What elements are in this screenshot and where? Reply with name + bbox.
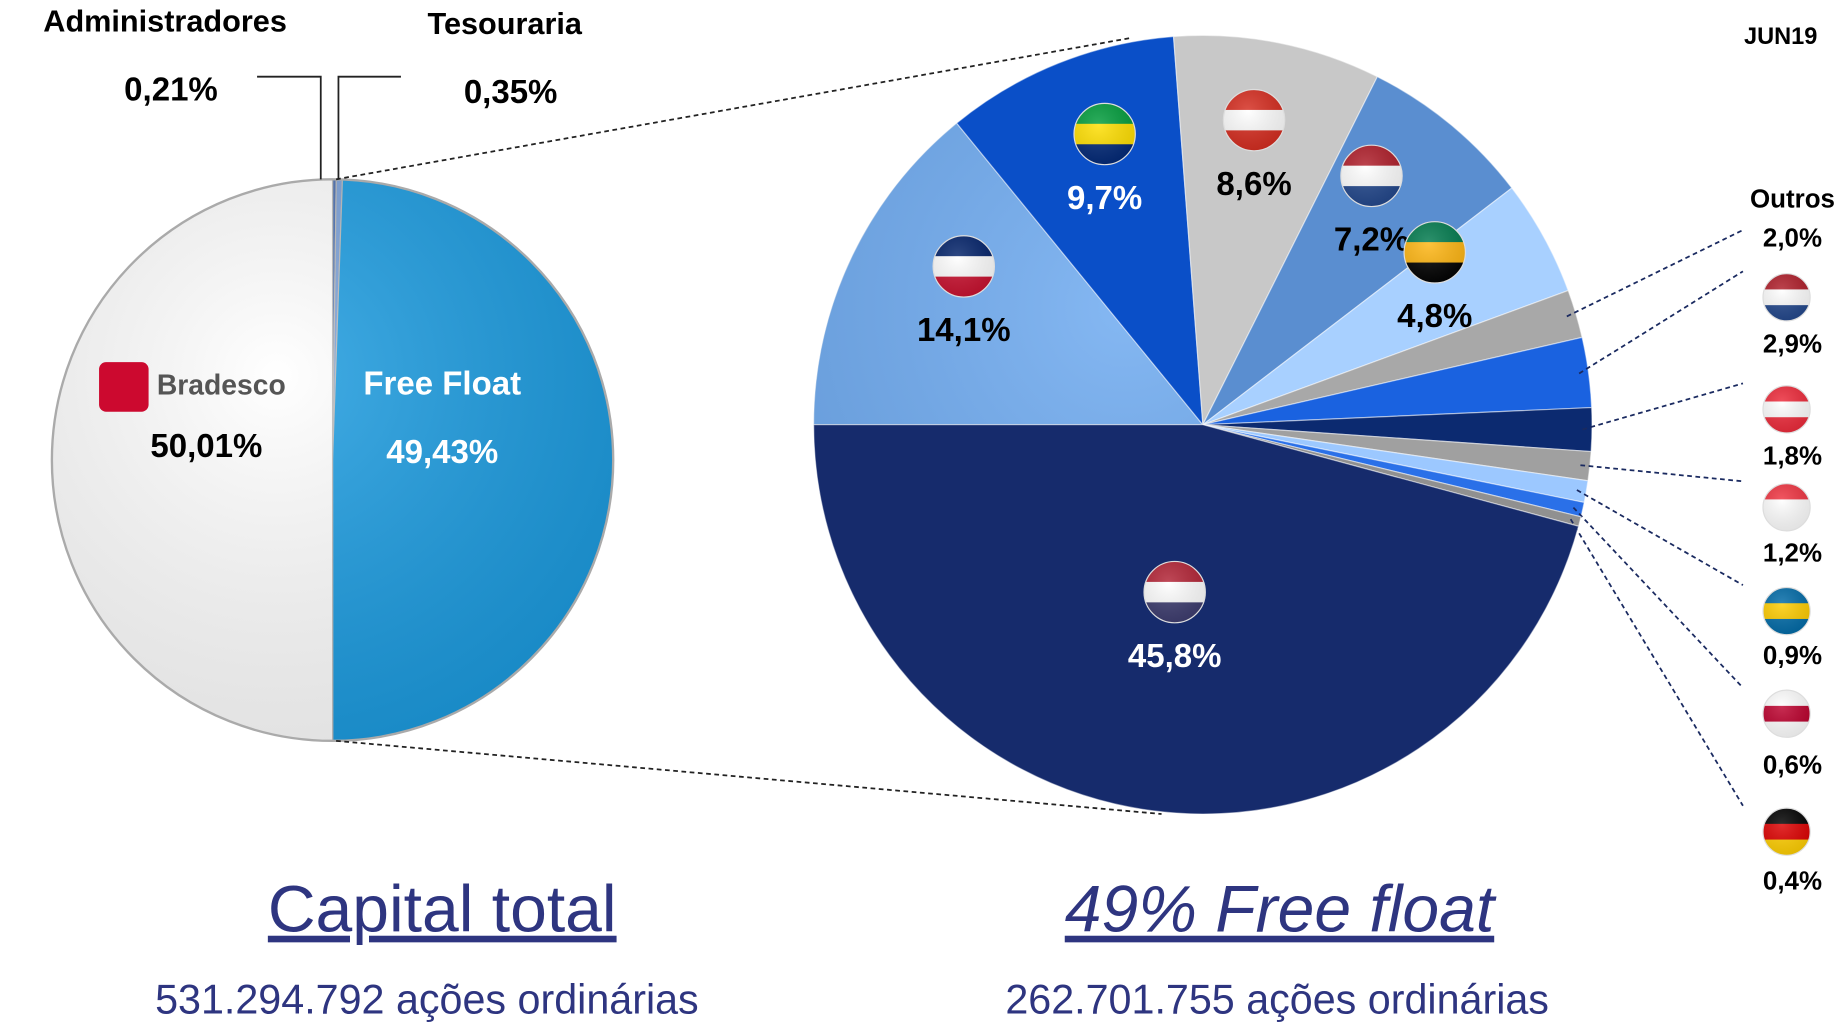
value-label: 2,9% [1763, 331, 1822, 359]
leader-line [1580, 464, 1744, 483]
value-label: 1,2% [1763, 539, 1822, 567]
flag-border [1762, 689, 1811, 738]
value-label: 0,6% [1763, 752, 1822, 780]
flag-border [1403, 221, 1466, 284]
value-label: 49,43% [386, 433, 498, 470]
value-label: 2,0% [1763, 224, 1822, 252]
flag-border [1762, 586, 1811, 636]
free-float-pie: 14,1% 9,7% 8,6% 7,2% 4,8% Outros 2,0% 2,9% 1,8% 1… [813, 34, 1835, 895]
value-label: 8,6% [1216, 165, 1291, 202]
capital-pie: Administradores 0,21% Tesouraria 0,35% Free … [43, 5, 615, 743]
slice-label: Outros [1750, 185, 1835, 213]
logo-text: Bradesco [157, 368, 286, 400]
value-label: 14,1% [917, 311, 1011, 348]
chart-title: 49% Free float [1065, 872, 1497, 946]
chart-subtitle: 262.701.755 ações ordinárias [1005, 977, 1549, 1023]
flag-border [1762, 483, 1811, 532]
leader-line [1572, 506, 1744, 689]
value-label: 7,2% [1334, 221, 1409, 258]
pie-slice [955, 35, 1204, 427]
logo-mark [99, 362, 149, 412]
chart-title: Capital total [268, 872, 617, 946]
leader-line [1569, 518, 1744, 807]
flag-border [1222, 88, 1286, 152]
leader-line [1578, 270, 1744, 375]
leader-line [1566, 229, 1744, 318]
slice-label: Tesouraria [427, 7, 582, 41]
leader-line [337, 75, 401, 180]
value-label: 45,8% [1128, 637, 1222, 674]
zoom-line [335, 36, 1133, 181]
value-label: 0,9% [1763, 642, 1822, 670]
pie-shade [50, 178, 615, 743]
value-label: 0,4% [1763, 867, 1822, 895]
flag-border [1762, 807, 1811, 856]
value-label: 0,21% [124, 71, 218, 108]
value-label: 50,01% [150, 427, 262, 464]
value-label: 9,7% [1067, 179, 1142, 216]
flag-border [1143, 560, 1206, 624]
date-annotation: JUN19 [1744, 23, 1817, 49]
flag-border [932, 235, 996, 298]
zoom-line [336, 739, 1162, 815]
flag-border [1762, 385, 1811, 434]
value-label: 0,35% [464, 73, 558, 110]
pie-slice [1172, 34, 1379, 427]
chart-subtitle: 531.294.792 ações ordinárias [155, 977, 699, 1023]
value-label: 1,8% [1763, 443, 1822, 471]
pie-slice [813, 424, 1580, 815]
slice-label: Free Float [363, 364, 521, 401]
leader-line [1582, 382, 1744, 431]
flag-border [1340, 144, 1403, 208]
flag-border [1762, 273, 1811, 322]
value-label: 4,8% [1397, 297, 1472, 334]
leader-line [257, 75, 322, 180]
flag-border [1073, 102, 1136, 166]
pie-slice [1202, 75, 1513, 426]
leader-line [1576, 489, 1744, 586]
slice-label: Administradores [43, 5, 287, 39]
